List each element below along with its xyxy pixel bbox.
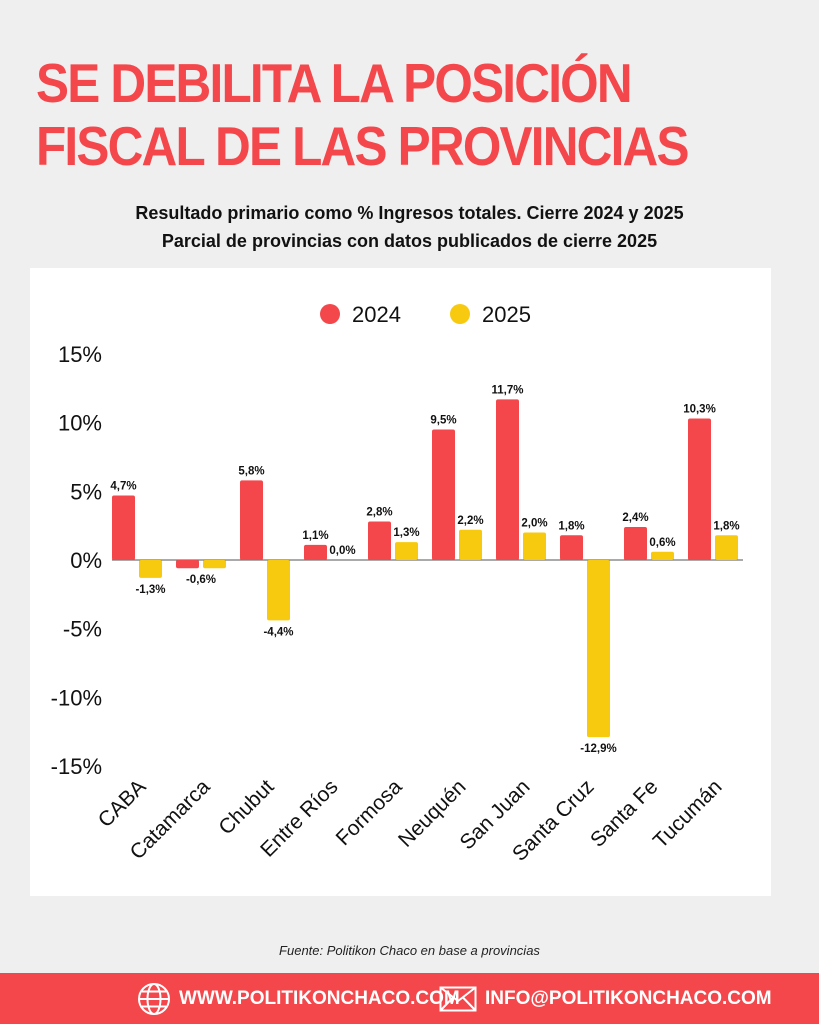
- x-tick-label: CABA: [94, 775, 151, 832]
- data-label: 1,8%: [558, 520, 584, 532]
- bar-2025: [715, 535, 738, 560]
- data-label: 2,4%: [622, 512, 648, 524]
- data-label: 1,1%: [302, 530, 328, 542]
- data-label: -1,3%: [135, 584, 165, 596]
- bar-2024: [368, 521, 391, 560]
- source-note: Fuente: Politikon Chaco en base a provin…: [279, 943, 540, 958]
- data-label: 9,5%: [430, 415, 456, 427]
- legend-marker: [320, 304, 340, 324]
- legend-marker: [450, 304, 470, 324]
- bar-2025: [459, 529, 482, 560]
- bar-2024: [624, 527, 647, 560]
- bar-2025: [523, 532, 546, 560]
- data-label: -12,9%: [580, 743, 616, 755]
- bar-2025: [395, 542, 418, 560]
- legend-label: 2025: [482, 302, 531, 327]
- bar-2025: [651, 551, 674, 560]
- y-tick-label: -5%: [63, 617, 102, 642]
- bar-2024: [432, 429, 455, 560]
- data-label: -4,4%: [263, 626, 293, 638]
- website-text: WWW.POLITIKONCHACO.COM: [179, 987, 460, 1009]
- x-tick-label: Chubut: [214, 775, 278, 839]
- data-label: 4,7%: [110, 480, 136, 492]
- bar-2024: [240, 480, 263, 560]
- bar-chart: 15% 10% 5% 0% -5% -10% -15% 2024 2025 4,7% -1,3% CA…: [51, 302, 743, 866]
- y-tick-label: 15%: [58, 342, 102, 367]
- chart-subtitle-2: Parcial de provincias con datos publicad…: [161, 231, 658, 251]
- x-tick-label: Tucumán: [649, 775, 727, 853]
- bar-2024: [560, 535, 583, 560]
- y-tick-label: 10%: [58, 411, 102, 436]
- envelope-icon: [439, 986, 477, 1011]
- data-label: 11,7%: [492, 384, 524, 396]
- globe-icon: [138, 982, 170, 1015]
- bar-2025: [139, 560, 162, 578]
- legend-label: 2024: [352, 302, 401, 327]
- chart-card: 15% 10% 5% 0% -5% -10% -15% 2024 2025 4,7% -1,3% CA…: [30, 268, 771, 896]
- x-tick-label: Formosa: [332, 775, 407, 850]
- y-tick-label: -10%: [51, 685, 102, 710]
- bar-2024: [304, 544, 327, 560]
- email-text: INFO@POLITIKONCHACO.COM: [485, 987, 772, 1009]
- bar-2024: [688, 418, 711, 560]
- y-tick-label: 0%: [70, 548, 102, 573]
- bar-2025: [267, 560, 290, 621]
- data-label: 1,3%: [393, 527, 419, 539]
- data-label: -0,6%: [186, 574, 216, 586]
- bar-2024: [176, 560, 199, 569]
- bar-2024: [112, 495, 135, 560]
- data-label: 0,6%: [649, 537, 675, 549]
- footer-email[interactable]: INFO@POLITIKONCHACO.COM: [439, 973, 772, 1024]
- bar-2024: [496, 399, 519, 560]
- bar-2025: [587, 560, 610, 738]
- footer-bar: WWW.POLITIKONCHACO.COM INFO@POLITIKONCHA…: [0, 973, 819, 1024]
- x-tick-label: Santa Fe: [586, 775, 663, 852]
- y-tick-label: -15%: [51, 754, 102, 779]
- data-label: 2,2%: [457, 515, 483, 527]
- data-label: 0,0%: [329, 545, 355, 557]
- data-label: 10,3%: [683, 404, 716, 416]
- footer-website[interactable]: WWW.POLITIKONCHACO.COM: [137, 973, 460, 1024]
- chart-subtitle-1: Resultado primario como % Ingresos total…: [135, 203, 684, 223]
- data-label: 5,8%: [238, 465, 264, 477]
- data-label: 1,8%: [713, 520, 739, 532]
- bar-2025: [203, 560, 226, 569]
- y-tick-label: 5%: [70, 479, 102, 504]
- data-label: 2,8%: [366, 507, 392, 519]
- data-label: 2,0%: [521, 518, 547, 530]
- page-title: SE DEBILITA LA POSICIÓN FISCAL DE LAS PR…: [36, 52, 690, 177]
